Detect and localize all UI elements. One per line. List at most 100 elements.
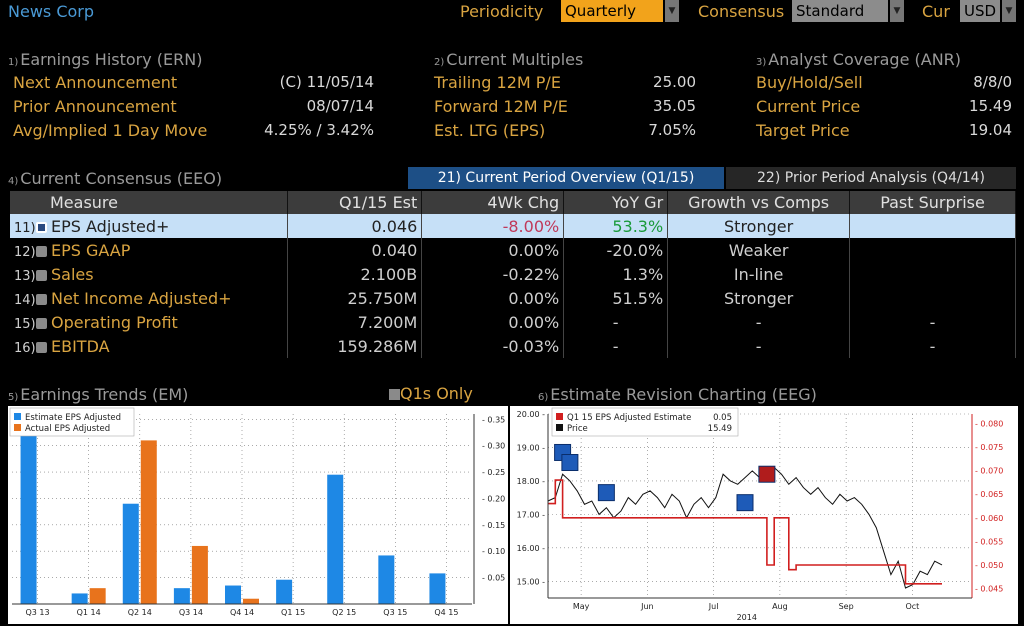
actual-bar xyxy=(191,545,208,604)
est-value: 2.100B xyxy=(287,262,423,286)
currency-dropdown[interactable]: USD ▼ xyxy=(960,0,1018,22)
x-tick-label: May xyxy=(573,602,590,611)
earnings-history-section[interactable]: 1) Earnings History (ERN) xyxy=(8,50,203,69)
forward-pe-value: 35.05 xyxy=(653,97,696,115)
y-tick-label: - 0.20 xyxy=(482,494,505,503)
estimate-bar xyxy=(225,585,241,604)
est-value: 7.200M xyxy=(287,310,423,334)
measure-name: Net Income Adjusted+ xyxy=(51,288,232,308)
col-est[interactable]: Q1/15 Est xyxy=(287,191,423,214)
col-past-surprise[interactable]: Past Surprise xyxy=(849,191,1016,214)
estimate-revision-section[interactable]: 6) Estimate Revision Charting (EEG) xyxy=(538,385,817,404)
col-yoy-gr[interactable]: YoY Gr xyxy=(563,191,669,214)
y-tick-label: - 0.15 xyxy=(482,521,505,530)
x-tick-label: Oct xyxy=(905,602,919,611)
row-marker-icon xyxy=(36,245,47,257)
chevron-down-icon: ▼ xyxy=(665,0,679,22)
next-announcement-value: (C) 11/05/14 xyxy=(279,73,374,91)
consensus-dropdown[interactable]: Standard ▼ xyxy=(792,0,906,22)
est-value: 0.040 xyxy=(287,238,423,262)
yoy-value: 51.5% xyxy=(563,286,669,310)
chevron-down-icon: ▼ xyxy=(1002,0,1016,22)
y-tick-label: - 0.25 xyxy=(482,468,505,477)
revision-marker-icon xyxy=(597,484,615,502)
col-growth-vs-comps[interactable]: Growth vs Comps xyxy=(667,191,851,214)
legend-price-value: 15.49 xyxy=(708,424,732,434)
x-tick-label: Aug xyxy=(772,602,788,611)
consensus-value: Standard xyxy=(792,0,888,22)
table-row[interactable]: 13) Sales 2.100B -0.22% 1.3% In-line xyxy=(10,262,1016,286)
measure-name: EPS Adjusted+ xyxy=(51,216,170,236)
row-marker-icon xyxy=(36,221,47,233)
est-value: 159.286M xyxy=(287,334,423,358)
right-tick-label: - 0.050 xyxy=(975,561,1003,570)
right-tick-label: - 0.055 xyxy=(975,537,1003,546)
periodicity-label: Periodicity xyxy=(460,2,544,21)
table-row[interactable]: 12) EPS GAAP 0.040 0.00% -20.0% Weaker xyxy=(10,238,1016,262)
legend-estimate-value: 0.05 xyxy=(713,413,732,423)
measure-name: Sales xyxy=(51,264,94,284)
analyst-coverage-section[interactable]: 3) Analyst Coverage (ANR) xyxy=(756,50,962,69)
legend-price: Price xyxy=(567,424,588,434)
prior-announcement-label: Prior Announcement xyxy=(13,97,177,116)
col-4wk-chg[interactable]: 4Wk Chg xyxy=(421,191,565,214)
x-tick-label: Q3 15 xyxy=(383,608,407,617)
table-row[interactable]: 14) Net Income Adjusted+ 25.750M 0.00% 51… xyxy=(10,286,1016,310)
col-measure[interactable]: Measure xyxy=(10,191,289,214)
chg-value: 0.00% xyxy=(421,310,565,334)
checkbox-icon xyxy=(389,389,400,400)
current-multiples-title: Current Multiples xyxy=(446,50,584,69)
growth-value: - xyxy=(667,334,851,358)
table-row[interactable]: 15) Operating Profit 7.200M 0.00% - - - xyxy=(10,310,1016,334)
growth-value: - xyxy=(667,310,851,334)
right-tick-label: - 0.045 xyxy=(975,585,1003,594)
tab-current-period[interactable]: 21) Current Period Overview (Q1/15) xyxy=(408,167,724,189)
ltg-eps-label: Est. LTG (EPS) xyxy=(434,121,546,140)
cur-label: Cur xyxy=(922,2,950,21)
earnings-history-title: Earnings History (ERN) xyxy=(20,50,203,69)
earnings-trends-section[interactable]: 5) Earnings Trends (EM) xyxy=(8,385,189,404)
buy-hold-sell-label: Buy/Hold/Sell xyxy=(756,73,863,92)
growth-value: In-line xyxy=(667,262,851,286)
buy-hold-sell-value: 8/8/0 xyxy=(973,73,1012,91)
chg-value: -0.03% xyxy=(421,334,565,358)
row-marker-icon xyxy=(36,317,47,329)
target-price-value: 19.04 xyxy=(969,121,1012,139)
chart-background xyxy=(510,406,1018,624)
x-tick-label: Sep xyxy=(839,602,854,611)
chg-value: -0.22% xyxy=(421,262,565,286)
table-row[interactable]: 11) EPS Adjusted+ 0.046 -8.00% 53.3% Stro… xyxy=(10,214,1016,238)
x-tick-label: Q4 14 xyxy=(230,608,254,617)
ltg-eps-value: 7.05% xyxy=(648,121,696,139)
legend-actual: Actual EPS Adjusted xyxy=(25,424,110,434)
periodicity-dropdown[interactable]: Quarterly ▼ xyxy=(561,0,681,22)
earnings-trends-title: Earnings Trends (EM) xyxy=(20,385,189,404)
current-multiples-section[interactable]: 2) Current Multiples xyxy=(434,50,584,69)
growth-value: Stronger xyxy=(667,286,851,310)
estimate-line xyxy=(548,479,942,585)
current-price-label: Current Price xyxy=(756,97,861,116)
analyst-coverage-title: Analyst Coverage (ANR) xyxy=(768,50,962,69)
q1s-only-toggle[interactable]: Q1s Only xyxy=(389,384,473,403)
estimate-bar xyxy=(173,588,190,604)
estimate-bar xyxy=(20,414,37,604)
chevron-down-icon: ▼ xyxy=(890,0,904,22)
right-tick-label: - 0.070 xyxy=(975,467,1003,476)
current-consensus-section[interactable]: 4) Current Consensus (EEO) xyxy=(8,169,223,188)
tab-prior-period[interactable]: 22) Prior Period Analysis (Q4/14) xyxy=(726,167,1016,189)
left-tick-label: 18.00 - xyxy=(517,477,545,486)
next-announcement-label: Next Announcement xyxy=(13,73,178,92)
avg-move-label: Avg/Implied 1 Day Move xyxy=(13,121,208,140)
estimate-bar xyxy=(429,573,446,604)
measure-name: EBITDA xyxy=(51,336,110,356)
est-value: 0.046 xyxy=(287,214,423,238)
left-tick-label: 20.00 - xyxy=(517,410,545,419)
legend-estimate: Estimate EPS Adjusted xyxy=(25,413,121,423)
table-row[interactable]: 16) EBITDA 159.286M -0.03% - - - xyxy=(10,334,1016,358)
x-tick-label: Q1 14 xyxy=(77,608,101,617)
surprise-value: - xyxy=(849,334,1016,358)
row-marker-icon xyxy=(36,293,47,305)
x-tick-label: Jul xyxy=(708,602,719,611)
y-tick-label: - 0.10 xyxy=(482,547,505,556)
surprise-value: - xyxy=(849,310,1016,334)
